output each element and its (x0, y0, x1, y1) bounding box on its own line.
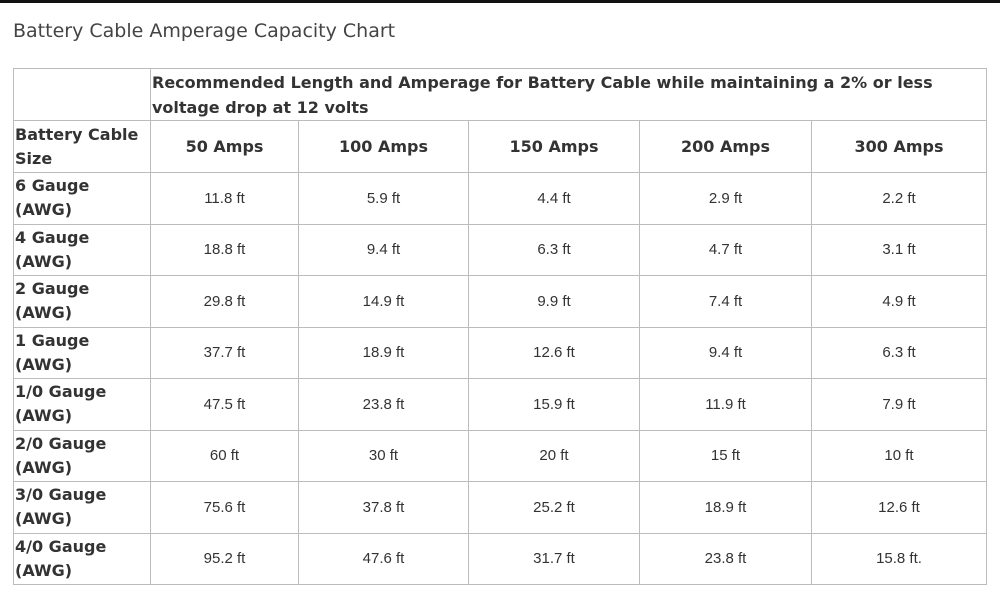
length-value-cell: 29.8 ft (150, 275, 299, 328)
length-value-cell: 30 ft (298, 429, 469, 482)
capacity-table: Recommended Length and Amperage for Batt… (13, 68, 987, 585)
length-value-cell: 12.6 ft (811, 481, 987, 534)
length-value-cell: 4.9 ft (811, 275, 987, 328)
gauge-size-cell: 3/0 Gauge (AWG) (13, 481, 151, 534)
gauge-size-cell: 1 Gauge (AWG) (13, 326, 151, 379)
gauge-unit-label: (AWG) (15, 509, 73, 529)
group-header-row: Recommended Length and Amperage for Batt… (13, 68, 987, 121)
length-value-cell: 23.8 ft (639, 532, 812, 585)
length-value-cell: 2.9 ft (639, 172, 812, 225)
length-value-cell: 11.9 ft (639, 378, 812, 431)
length-value-cell: 12.6 ft (468, 326, 640, 379)
length-value-cell: 14.9 ft (298, 275, 469, 328)
length-value-cell: 11.8 ft (150, 172, 299, 225)
length-value-cell: 47.5 ft (150, 378, 299, 431)
amp-column-header: 100 Amps (298, 120, 469, 173)
gauge-size-cell: 2 Gauge (AWG) (13, 275, 151, 328)
gauge-unit-label: (AWG) (15, 200, 73, 220)
length-value-cell: 9.9 ft (468, 275, 640, 328)
column-header-row: Battery Cable Size 50 Amps 100 Amps 150 … (13, 120, 987, 173)
length-value-cell: 37.8 ft (298, 481, 469, 534)
length-value-cell: 2.2 ft (811, 172, 987, 225)
length-value-cell: 31.7 ft (468, 532, 640, 585)
length-value-cell: 18.9 ft (298, 326, 469, 379)
length-value-cell: 4.4 ft (468, 172, 640, 225)
gauge-label: 6 Gauge (15, 176, 90, 196)
gauge-unit-label: (AWG) (15, 251, 73, 271)
gauge-label: 2/0 Gauge (15, 433, 107, 453)
gauge-label: 4/0 Gauge (15, 536, 107, 556)
amp-column-header: 50 Amps (150, 120, 299, 173)
table-row: 6 Gauge (AWG) 11.8 ft 5.9 ft 4.4 ft 2.9 ft 2.2… (13, 172, 987, 225)
gauge-label: 4 Gauge (15, 227, 90, 247)
length-value-cell: 15.9 ft (468, 378, 640, 431)
amp-column-header: 300 Amps (811, 120, 987, 173)
gauge-unit-label: (AWG) (15, 303, 73, 323)
length-value-cell: 95.2 ft (150, 532, 299, 585)
length-value-cell: 25.2 ft (468, 481, 640, 534)
length-value-cell: 47.6 ft (298, 532, 469, 585)
table-row: 2 Gauge (AWG) 29.8 ft 14.9 ft 9.9 ft 7.4 ft 4.… (13, 275, 987, 328)
empty-corner-cell (13, 68, 151, 121)
table-row: 2/0 Gauge (AWG) 60 ft 30 ft 20 ft 15 ft 10 ft (13, 429, 987, 482)
length-value-cell: 15 ft (639, 429, 812, 482)
gauge-label: 1/0 Gauge (15, 382, 107, 402)
page-title: Battery Cable Amperage Capacity Chart (13, 20, 396, 42)
table-row: 1/0 Gauge (AWG) 47.5 ft 23.8 ft 15.9 ft 11.9 … (13, 378, 987, 431)
gauge-unit-label: (AWG) (15, 560, 73, 580)
gauge-size-cell: 4 Gauge (AWG) (13, 223, 151, 276)
gauge-size-cell: 2/0 Gauge (AWG) (13, 429, 151, 482)
gauge-unit-label: (AWG) (15, 457, 73, 477)
length-value-cell: 20 ft (468, 429, 640, 482)
length-value-cell: 23.8 ft (298, 378, 469, 431)
length-value-cell: 9.4 ft (298, 223, 469, 276)
length-value-cell: 7.9 ft (811, 378, 987, 431)
gauge-size-cell: 1/0 Gauge (AWG) (13, 378, 151, 431)
table-row: 1 Gauge (AWG) 37.7 ft 18.9 ft 12.6 ft 9.4 ft 6… (13, 326, 987, 379)
gauge-label: 2 Gauge (15, 279, 90, 299)
top-rule (0, 0, 1000, 3)
gauge-unit-label: (AWG) (15, 406, 73, 426)
length-value-cell: 4.7 ft (639, 223, 812, 276)
length-value-cell: 3.1 ft (811, 223, 987, 276)
gauge-label: 1 Gauge (15, 330, 90, 350)
length-value-cell: 75.6 ft (150, 481, 299, 534)
length-value-cell: 37.7 ft (150, 326, 299, 379)
table-row: 4 Gauge (AWG) 18.8 ft 9.4 ft 6.3 ft 4.7 ft 3.1… (13, 223, 987, 276)
length-value-cell: 18.9 ft (639, 481, 812, 534)
gauge-unit-label: (AWG) (15, 354, 73, 374)
amp-column-header: 200 Amps (639, 120, 812, 173)
length-value-cell: 7.4 ft (639, 275, 812, 328)
table-row: 4/0 Gauge (AWG) 95.2 ft 47.6 ft 31.7 ft 23.8 … (13, 532, 987, 585)
length-value-cell: 6.3 ft (811, 326, 987, 379)
amp-column-header: 150 Amps (468, 120, 640, 173)
length-value-cell: 9.4 ft (639, 326, 812, 379)
length-value-cell: 15.8 ft. (811, 532, 987, 585)
gauge-size-cell: 6 Gauge (AWG) (13, 172, 151, 225)
gauge-label: 3/0 Gauge (15, 485, 107, 505)
length-value-cell: 10 ft (811, 429, 987, 482)
group-header: Recommended Length and Amperage for Batt… (150, 68, 987, 121)
length-value-cell: 18.8 ft (150, 223, 299, 276)
gauge-size-cell: 4/0 Gauge (AWG) (13, 532, 151, 585)
length-value-cell: 6.3 ft (468, 223, 640, 276)
table-row: 3/0 Gauge (AWG) 75.6 ft 37.8 ft 25.2 ft 18.9 … (13, 481, 987, 534)
length-value-cell: 60 ft (150, 429, 299, 482)
size-column-header: Battery Cable Size (13, 120, 151, 173)
length-value-cell: 5.9 ft (298, 172, 469, 225)
